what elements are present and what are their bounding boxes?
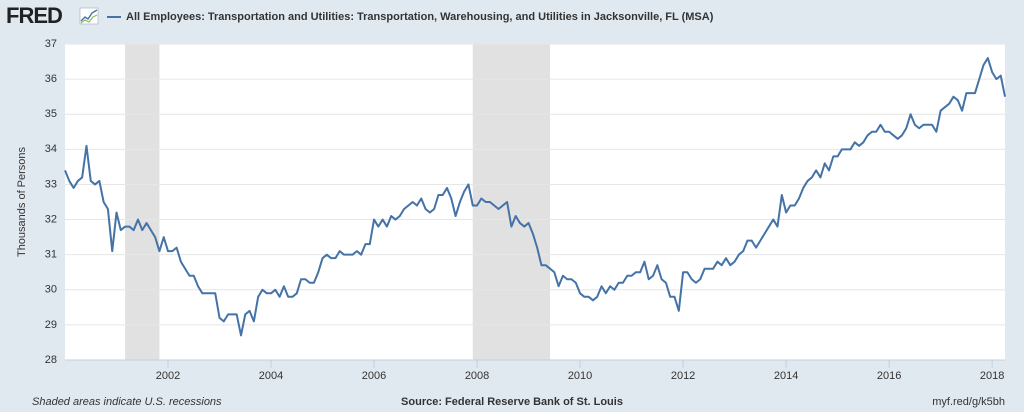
data-line (64, 57, 1006, 337)
y-tick-label: 36 (45, 73, 57, 85)
y-tick-label: 30 (45, 284, 57, 296)
x-tick-label: 2002 (156, 370, 180, 382)
y-tick-label: 33 (45, 178, 57, 190)
logo-icon (79, 7, 99, 25)
x-tick-label: 2010 (568, 370, 592, 382)
y-tick-label: 32 (45, 213, 57, 225)
short-url: myf.red/g/k5bh (932, 396, 1005, 408)
logo: FRED (6, 3, 62, 28)
x-tick-label: 2016 (877, 370, 901, 382)
recession-band (125, 44, 160, 360)
y-axis-label: Thousands of Persons (16, 146, 28, 257)
x-tick-label: 2006 (362, 370, 386, 382)
y-tick-label: 34 (45, 143, 57, 155)
footnote: Shaded areas indicate U.S. recessions (32, 396, 222, 408)
y-tick-label: 35 (45, 108, 57, 120)
source: Source: Federal Reserve Bank of St. Loui… (401, 396, 623, 408)
legend-label: All Employees: Transportation and Utilit… (126, 11, 714, 23)
y-tick-label: 28 (45, 354, 57, 366)
y-tick-label: 37 (45, 38, 57, 50)
x-tick-label: 2004 (259, 370, 283, 382)
x-tick-label: 2008 (465, 370, 489, 382)
x-tick-label: 2012 (671, 370, 695, 382)
y-tick-label: 31 (45, 249, 57, 261)
y-tick-label: 29 (45, 319, 57, 331)
x-tick-label: 2018 (980, 370, 1004, 382)
x-tick-label: 2014 (774, 370, 798, 382)
